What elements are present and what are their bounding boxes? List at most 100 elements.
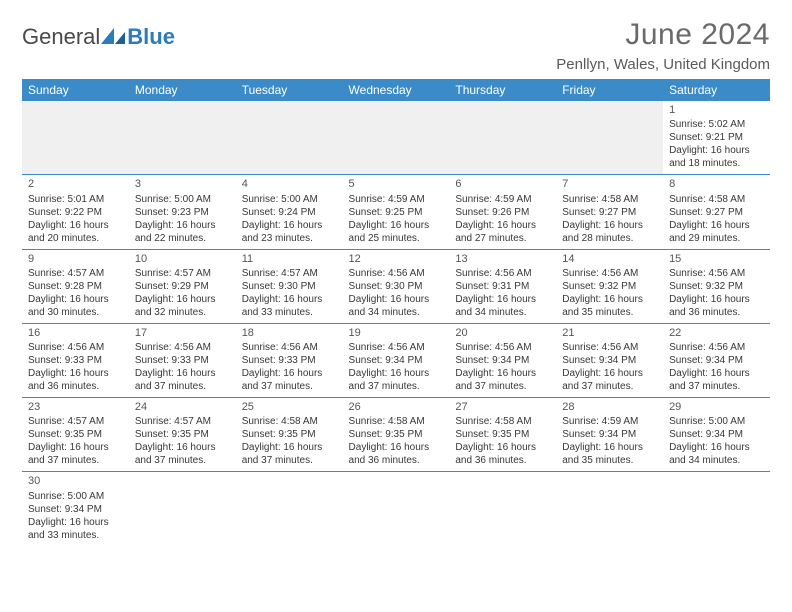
calendar-empty-cell [449,472,556,546]
daylight-text-2: and 37 minutes. [562,380,657,393]
day-number: 22 [669,326,764,340]
page-header: General Blue June 2024 Penllyn, Wales, U… [22,18,770,73]
sunset-text: Sunset: 9:23 PM [135,206,230,219]
calendar-day-cell: 5Sunrise: 4:59 AMSunset: 9:25 PMDaylight… [343,175,450,249]
daylight-text-1: Daylight: 16 hours [28,441,123,454]
day-number: 5 [349,177,444,191]
calendar-day-cell: 9Sunrise: 4:57 AMSunset: 9:28 PMDaylight… [22,249,129,323]
daylight-text-1: Daylight: 16 hours [242,367,337,380]
calendar-day-cell: 19Sunrise: 4:56 AMSunset: 9:34 PMDayligh… [343,323,450,397]
sunset-text: Sunset: 9:25 PM [349,206,444,219]
calendar-empty-cell [556,472,663,546]
day-number: 27 [455,400,550,414]
sunrise-text: Sunrise: 4:56 AM [562,267,657,280]
sunset-text: Sunset: 9:28 PM [28,280,123,293]
daylight-text-1: Daylight: 16 hours [135,293,230,306]
daylight-text-1: Daylight: 16 hours [28,367,123,380]
sunrise-text: Sunrise: 5:00 AM [669,415,764,428]
daylight-text-2: and 30 minutes. [28,306,123,319]
sunset-text: Sunset: 9:30 PM [242,280,337,293]
day-number: 10 [135,252,230,266]
daylight-text-1: Daylight: 16 hours [562,441,657,454]
sunset-text: Sunset: 9:35 PM [135,428,230,441]
sunrise-text: Sunrise: 4:58 AM [242,415,337,428]
daylight-text-1: Daylight: 16 hours [349,219,444,232]
sunrise-text: Sunrise: 5:01 AM [28,193,123,206]
daylight-text-1: Daylight: 16 hours [135,441,230,454]
daylight-text-2: and 36 minutes. [28,380,123,393]
daylight-text-2: and 33 minutes. [28,529,123,542]
calendar-day-cell: 4Sunrise: 5:00 AMSunset: 9:24 PMDaylight… [236,175,343,249]
sunrise-text: Sunrise: 4:58 AM [669,193,764,206]
day-header: Saturday [663,79,770,101]
daylight-text-2: and 37 minutes. [135,454,230,467]
daylight-text-1: Daylight: 16 hours [349,367,444,380]
calendar-empty-cell [22,101,129,175]
daylight-text-1: Daylight: 16 hours [669,441,764,454]
month-title: June 2024 [556,18,770,52]
daylight-text-1: Daylight: 16 hours [349,293,444,306]
calendar-empty-cell [343,472,450,546]
daylight-text-2: and 35 minutes. [562,306,657,319]
sunrise-text: Sunrise: 4:56 AM [135,341,230,354]
daylight-text-2: and 33 minutes. [242,306,337,319]
calendar-row: 9Sunrise: 4:57 AMSunset: 9:28 PMDaylight… [22,249,770,323]
sunset-text: Sunset: 9:35 PM [28,428,123,441]
sunrise-text: Sunrise: 5:02 AM [669,118,764,131]
calendar-table: SundayMondayTuesdayWednesdayThursdayFrid… [22,79,770,546]
daylight-text-1: Daylight: 16 hours [562,367,657,380]
sunrise-text: Sunrise: 4:56 AM [242,341,337,354]
daylight-text-1: Daylight: 16 hours [135,219,230,232]
sunrise-text: Sunrise: 4:56 AM [349,267,444,280]
daylight-text-2: and 36 minutes. [455,454,550,467]
sunrise-text: Sunrise: 4:56 AM [669,267,764,280]
calendar-empty-cell [343,101,450,175]
sunset-text: Sunset: 9:27 PM [669,206,764,219]
day-number: 11 [242,252,337,266]
calendar-row: 2Sunrise: 5:01 AMSunset: 9:22 PMDaylight… [22,175,770,249]
daylight-text-1: Daylight: 16 hours [28,293,123,306]
calendar-day-cell: 8Sunrise: 4:58 AMSunset: 9:27 PMDaylight… [663,175,770,249]
day-number: 1 [669,103,764,117]
calendar-day-cell: 3Sunrise: 5:00 AMSunset: 9:23 PMDaylight… [129,175,236,249]
calendar-empty-cell [129,472,236,546]
calendar-day-cell: 1Sunrise: 5:02 AMSunset: 9:21 PMDaylight… [663,101,770,175]
day-header: Thursday [449,79,556,101]
sunrise-text: Sunrise: 4:56 AM [562,341,657,354]
daylight-text-1: Daylight: 16 hours [455,293,550,306]
location-subtitle: Penllyn, Wales, United Kingdom [556,56,770,73]
daylight-text-1: Daylight: 16 hours [669,144,764,157]
daylight-text-1: Daylight: 16 hours [242,293,337,306]
logo-text-2: Blue [127,24,175,50]
sunrise-text: Sunrise: 5:00 AM [242,193,337,206]
calendar-day-cell: 15Sunrise: 4:56 AMSunset: 9:32 PMDayligh… [663,249,770,323]
calendar-day-cell: 2Sunrise: 5:01 AMSunset: 9:22 PMDaylight… [22,175,129,249]
calendar-row: 23Sunrise: 4:57 AMSunset: 9:35 PMDayligh… [22,398,770,472]
daylight-text-2: and 27 minutes. [455,232,550,245]
day-number: 7 [562,177,657,191]
day-number: 16 [28,326,123,340]
sunset-text: Sunset: 9:34 PM [349,354,444,367]
calendar-day-cell: 18Sunrise: 4:56 AMSunset: 9:33 PMDayligh… [236,323,343,397]
sunset-text: Sunset: 9:21 PM [669,131,764,144]
daylight-text-1: Daylight: 16 hours [669,293,764,306]
daylight-text-2: and 37 minutes. [349,380,444,393]
day-number: 29 [669,400,764,414]
day-number: 9 [28,252,123,266]
day-number: 23 [28,400,123,414]
day-number: 24 [135,400,230,414]
calendar-day-cell: 6Sunrise: 4:59 AMSunset: 9:26 PMDaylight… [449,175,556,249]
sunset-text: Sunset: 9:34 PM [28,503,123,516]
day-header: Sunday [22,79,129,101]
daylight-text-2: and 37 minutes. [242,454,337,467]
daylight-text-1: Daylight: 16 hours [349,441,444,454]
calendar-day-cell: 24Sunrise: 4:57 AMSunset: 9:35 PMDayligh… [129,398,236,472]
daylight-text-2: and 34 minutes. [349,306,444,319]
calendar-day-cell: 14Sunrise: 4:56 AMSunset: 9:32 PMDayligh… [556,249,663,323]
daylight-text-1: Daylight: 16 hours [562,219,657,232]
title-block: June 2024 Penllyn, Wales, United Kingdom [556,18,770,73]
day-number: 12 [349,252,444,266]
calendar-day-cell: 20Sunrise: 4:56 AMSunset: 9:34 PMDayligh… [449,323,556,397]
sunrise-text: Sunrise: 4:57 AM [135,415,230,428]
sunrise-text: Sunrise: 5:00 AM [28,490,123,503]
